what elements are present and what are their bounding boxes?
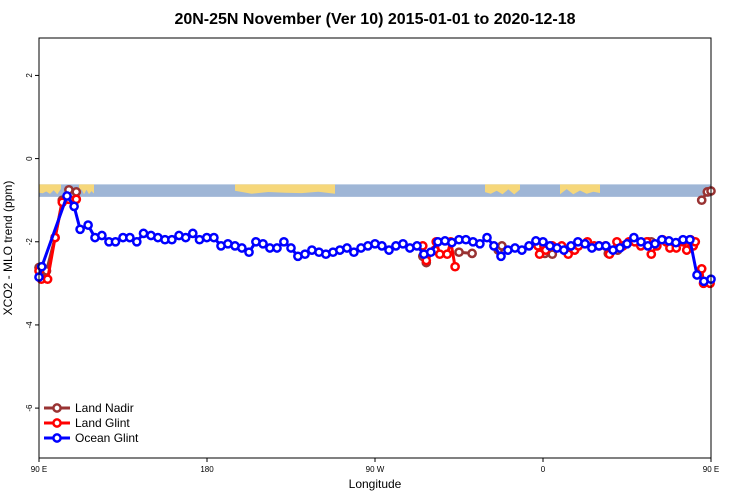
data-point — [580, 238, 590, 249]
map-band-ocean — [39, 184, 711, 197]
data-point — [244, 247, 254, 258]
data-point — [692, 270, 702, 280]
data-point — [489, 241, 499, 251]
data-point — [566, 241, 576, 251]
data-point — [258, 238, 268, 249]
data-point — [279, 236, 289, 247]
data-point — [131, 236, 142, 247]
data-point — [138, 228, 149, 239]
data-point — [384, 245, 394, 255]
data-point — [559, 245, 569, 255]
data-point — [180, 232, 191, 243]
chart-title: 20N-25N November (Ver 10) 2015-01-01 to … — [174, 11, 575, 28]
data-point — [696, 263, 707, 274]
legend-label: Ocean Glint — [75, 431, 139, 445]
legend-label: Land Nadir — [75, 401, 134, 415]
legend-marker — [52, 433, 62, 443]
data-point — [442, 249, 453, 260]
data-point — [629, 232, 639, 243]
data-point — [450, 261, 460, 272]
x-axis-label: Longitude — [349, 477, 402, 491]
data-point — [187, 228, 198, 239]
data-point — [681, 245, 692, 255]
data-point — [475, 238, 485, 249]
data-point — [524, 241, 534, 251]
data-point — [398, 238, 408, 249]
series-land-nadir — [34, 184, 716, 282]
data-point — [300, 249, 310, 260]
data-point — [454, 247, 464, 258]
data-point — [496, 251, 506, 262]
data-point — [83, 220, 93, 230]
data-point — [342, 243, 352, 253]
data-point — [434, 249, 445, 260]
data-point — [71, 187, 82, 197]
x-tick-label: 0 — [541, 465, 546, 474]
data-point — [97, 230, 107, 241]
x-tick-label: 180 — [200, 465, 214, 474]
data-point — [286, 243, 296, 253]
data-point — [538, 236, 548, 247]
data-point — [272, 243, 282, 253]
data-point — [75, 224, 85, 235]
x-tick-label: 90 W — [366, 465, 385, 474]
y-tick-label: 0 — [25, 156, 34, 161]
map-band-land — [235, 184, 335, 194]
data-point — [62, 191, 72, 201]
map-band-land — [560, 184, 600, 195]
y-tick-label: -2 — [25, 238, 34, 246]
data-point — [646, 249, 657, 260]
map-band — [39, 184, 711, 197]
data-point — [42, 274, 53, 285]
legend-label: Land Glint — [75, 416, 130, 430]
y-tick-label: 2 — [25, 73, 34, 78]
x-tick-label: 90 E — [31, 465, 47, 474]
data-point — [685, 234, 695, 245]
legend-marker — [52, 418, 62, 428]
data-point — [696, 195, 707, 206]
x-tick-label: 90 E — [703, 465, 719, 474]
data-point — [636, 236, 646, 247]
map-band-land — [39, 184, 61, 195]
data-point — [167, 234, 177, 245]
map-band-land — [485, 184, 520, 195]
y-tick-label: -4 — [25, 321, 34, 329]
data-point — [467, 248, 477, 259]
data-point — [425, 247, 436, 258]
data-point — [349, 247, 359, 258]
data-point — [601, 241, 611, 251]
data-point — [517, 245, 527, 255]
data-point — [377, 241, 387, 251]
y-tick-label: -6 — [25, 404, 34, 412]
data-point — [615, 243, 625, 253]
x-axis: 90 E 180 90 W 0 90 E — [31, 458, 719, 474]
data-point — [110, 236, 121, 247]
series-layer — [34, 184, 716, 289]
map-band-land — [79, 184, 94, 195]
data-point — [209, 232, 219, 243]
data-point — [622, 238, 632, 249]
data-point — [36, 261, 47, 272]
y-axis: -6 -4 -2 0 2 — [25, 73, 39, 412]
data-point — [125, 232, 135, 243]
data-point — [482, 232, 492, 243]
legend-marker — [52, 403, 62, 413]
data-point — [412, 241, 422, 251]
y-axis-label: XCO2 - MLO trend (ppm) — [1, 181, 15, 316]
series-ocean-glint — [34, 191, 716, 287]
data-point — [237, 243, 247, 253]
data-point — [650, 238, 660, 249]
data-point — [69, 201, 79, 212]
data-point — [534, 249, 545, 260]
